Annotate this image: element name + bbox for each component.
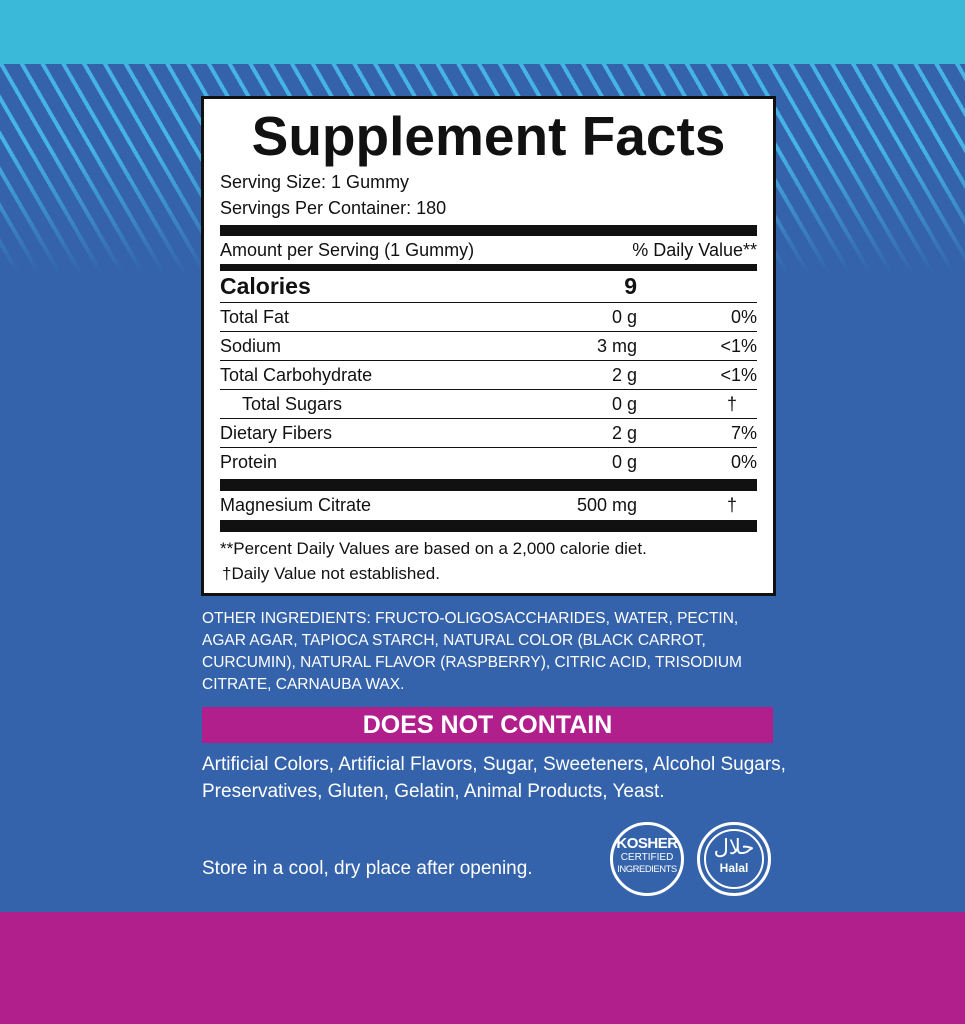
nutrient-row: Protein 0 g 0% — [220, 448, 757, 477]
nutrient-amount: 0 g — [611, 393, 637, 414]
nutrient-dv: 0% — [730, 452, 757, 472]
nutrient-amount: 0 g — [611, 452, 637, 472]
other-ingredients-text: FRUCTO-OLIGOSACCHARIDES, WATER, PECTIN, … — [202, 610, 742, 693]
nutrient-amount: 0 g — [611, 306, 637, 327]
nutrient-row: Total Carbohydrate 2 g <1% — [220, 361, 757, 390]
supplement-facts-panel: Supplement Facts Serving Size: 1 Gummy S… — [201, 96, 776, 596]
nutrient-row: Total Fat 0 g 0% — [220, 303, 757, 332]
calories-label: Calories — [220, 273, 311, 299]
halal-badge: حلال Halal — [697, 822, 771, 896]
nutrient-amount: 500 mg — [576, 495, 637, 515]
nutrient-amount: 2 g — [611, 422, 637, 443]
amount-header: Amount per Serving (1 Gummy) — [220, 239, 475, 260]
does-not-contain-banner: DOES NOT CONTAIN — [202, 707, 773, 743]
magnesium-row: Magnesium Citrate 500 mg † — [220, 491, 757, 520]
serving-size: Serving Size: 1 Gummy — [220, 172, 410, 192]
bottom-band — [0, 912, 965, 1024]
divider — [220, 520, 757, 532]
divider — [220, 479, 757, 491]
calories-value: 9 — [624, 273, 637, 299]
nutrient-name: Sodium — [220, 335, 282, 356]
amount-header-row: Amount per Serving (1 Gummy) % Daily Val… — [220, 236, 757, 264]
servings-per-container: Servings Per Container: 180 — [220, 198, 447, 218]
other-ingredients: OTHER INGREDIENTS: FRUCTO-OLIGOSACCHARID… — [202, 608, 782, 696]
nutrient-dv: † — [726, 393, 737, 414]
nutrient-name: Total Carbohydrate — [220, 364, 373, 385]
footnote-dv: **Percent Daily Values are based on a 2,… — [220, 539, 647, 558]
nutrient-amount: 3 mg — [596, 335, 637, 356]
nutrient-dv: <1% — [720, 335, 757, 356]
nutrient-row: Total Sugars 0 g † — [220, 390, 757, 419]
divider — [220, 264, 757, 271]
kosher-line2: CERTIFIED — [620, 852, 674, 863]
panel-title: Supplement Facts — [251, 105, 726, 167]
storage-instructions: Store in a cool, dry place after opening… — [202, 858, 533, 879]
kosher-title: KOSHER — [616, 835, 678, 852]
kosher-badge: KOSHER CERTIFIED INGREDIENTS — [610, 822, 684, 896]
nutrient-name: Dietary Fibers — [220, 422, 333, 443]
nutrient-amount: 2 g — [611, 364, 637, 385]
does-not-contain-list: Artificial Colors, Artificial Flavors, S… — [202, 754, 786, 802]
nutrient-dv: 7% — [730, 422, 757, 443]
divider — [220, 225, 757, 236]
nutrient-name: Total Sugars — [242, 393, 343, 414]
nutrient-dv: <1% — [720, 364, 757, 385]
nutrient-name: Protein — [220, 452, 278, 472]
dv-header: % Daily Value** — [632, 239, 757, 260]
nutrient-row: Dietary Fibers 2 g 7% — [220, 419, 757, 448]
top-band — [0, 0, 965, 64]
nutrient-name: Magnesium Citrate — [220, 495, 372, 515]
other-ingredients-label: OTHER INGREDIENTS: — [202, 610, 371, 627]
nutrient-row: Sodium 3 mg <1% — [220, 332, 757, 361]
kosher-line3: INGREDIENTS — [617, 864, 677, 875]
nutrient-dv: 0% — [730, 306, 757, 327]
nutrient-name: Total Fat — [220, 306, 290, 327]
footnote-dagger: †Daily Value not established. — [222, 564, 440, 583]
calories-row: Calories 9 — [220, 271, 757, 303]
nutrient-dv: † — [726, 495, 737, 515]
